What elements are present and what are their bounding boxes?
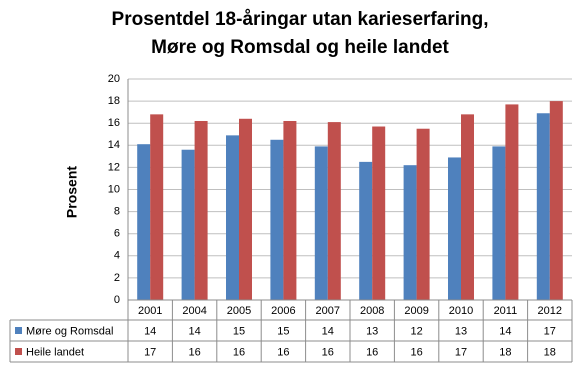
y-tick-label: 8	[114, 206, 120, 218]
table-value: 16	[366, 346, 378, 358]
x-tick-label: 2007	[316, 305, 340, 317]
bar	[448, 157, 461, 300]
y-tick-label: 14	[108, 139, 120, 151]
x-tick-label: 2004	[182, 305, 206, 317]
legend-swatch	[15, 327, 22, 334]
y-tick-label: 12	[108, 161, 120, 173]
table-value: 16	[410, 346, 422, 358]
bar	[403, 165, 417, 300]
table-value: 15	[233, 325, 245, 337]
table-value: 16	[277, 346, 289, 358]
y-tick-label: 4	[114, 250, 120, 262]
table-value: 12	[410, 325, 422, 337]
table-value: 15	[277, 325, 289, 337]
chart-title: Prosentdel 18-åringar utan karieserfarin…	[112, 9, 489, 30]
table-value: 14	[188, 325, 200, 337]
y-tick-label: 2	[114, 272, 120, 284]
table-value: 16	[233, 346, 245, 358]
y-axis-label: Prosent	[64, 166, 80, 218]
table-value: 17	[544, 325, 556, 337]
y-tick-label: 16	[108, 117, 120, 129]
x-tick-label: 2008	[360, 305, 384, 317]
x-tick-label: 2005	[227, 305, 251, 317]
bar	[327, 122, 341, 300]
legend-swatch	[15, 348, 22, 355]
bar	[492, 146, 506, 300]
bar	[359, 161, 373, 300]
bar	[314, 146, 328, 300]
bar	[505, 104, 519, 300]
x-tick-label: 2006	[271, 305, 295, 317]
bar	[372, 126, 386, 300]
bar	[270, 139, 284, 300]
table-value: 13	[455, 325, 467, 337]
table-value: 16	[322, 346, 334, 358]
x-tick-label: 2012	[538, 305, 562, 317]
table-value: 17	[144, 346, 156, 358]
bar	[181, 149, 195, 300]
x-tick-label: 2001	[138, 305, 162, 317]
bar	[536, 113, 550, 300]
bar	[194, 120, 208, 301]
table-value: 14	[499, 325, 511, 337]
x-tick-label: 2011	[494, 305, 518, 317]
bar	[150, 114, 164, 300]
legend-label: Heile landet	[26, 346, 84, 358]
bar	[283, 120, 297, 301]
bar	[137, 144, 151, 300]
table-value: 18	[499, 346, 511, 358]
bar	[226, 135, 239, 300]
y-tick-label: 6	[114, 228, 120, 240]
bar	[549, 101, 563, 300]
table-value: 14	[144, 325, 156, 337]
legend-label: Møre og Romsdal	[26, 325, 113, 337]
x-tick-label: 2010	[449, 305, 473, 317]
bar	[239, 118, 252, 300]
y-tick-label: 20	[108, 73, 120, 85]
chart-title: Møre og Romsdal og heile landet	[151, 37, 449, 58]
bar	[461, 114, 474, 300]
table-value: 17	[455, 346, 467, 358]
y-tick-label: 18	[108, 95, 120, 107]
bar	[416, 128, 430, 300]
y-tick-label: 0	[114, 294, 120, 306]
table-value: 14	[322, 325, 334, 337]
x-tick-label: 2009	[404, 305, 428, 317]
table-value: 18	[544, 346, 556, 358]
y-tick-label: 10	[108, 183, 120, 195]
table-value: 16	[188, 346, 200, 358]
table-value: 13	[366, 325, 378, 337]
